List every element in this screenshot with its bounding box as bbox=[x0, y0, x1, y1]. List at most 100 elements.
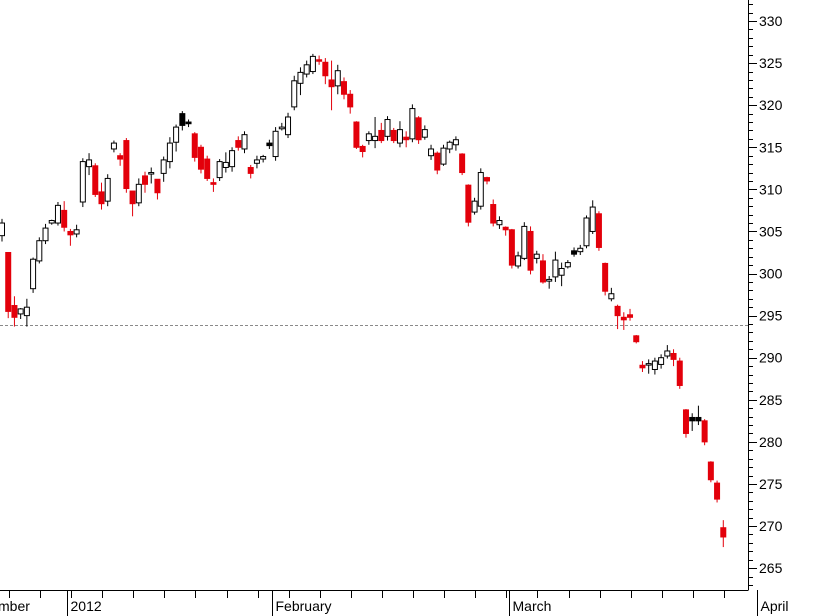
candle-body bbox=[117, 155, 124, 160]
candle-body bbox=[701, 420, 708, 443]
candle bbox=[340, 77, 347, 100]
candle bbox=[123, 138, 130, 193]
candle bbox=[595, 211, 602, 251]
candle bbox=[434, 151, 441, 175]
candle-body bbox=[378, 129, 385, 142]
candle bbox=[5, 251, 12, 319]
candle bbox=[583, 215, 590, 249]
candle-body bbox=[0, 222, 5, 237]
candle bbox=[372, 116, 379, 149]
candle-body bbox=[247, 166, 254, 174]
candle bbox=[210, 178, 217, 192]
candle bbox=[502, 226, 509, 236]
candle bbox=[148, 167, 155, 184]
y-tick-label: 295 bbox=[759, 308, 783, 324]
candle bbox=[328, 60, 335, 111]
candle bbox=[546, 276, 553, 289]
candle-body bbox=[403, 136, 410, 141]
candle-body bbox=[365, 133, 372, 142]
candle-body bbox=[123, 140, 130, 190]
candle-body bbox=[48, 220, 55, 224]
candle-body bbox=[372, 135, 379, 142]
candle bbox=[515, 251, 522, 269]
candle-body bbox=[291, 80, 298, 108]
candle bbox=[589, 200, 596, 234]
candle-body bbox=[577, 247, 584, 253]
candle-body bbox=[54, 204, 61, 224]
candle bbox=[459, 153, 466, 176]
candle-body bbox=[285, 116, 292, 136]
candle-body bbox=[689, 416, 696, 422]
candle-body bbox=[36, 240, 43, 262]
candle bbox=[695, 405, 702, 426]
candle bbox=[229, 147, 236, 172]
candle bbox=[415, 116, 422, 144]
candle bbox=[384, 116, 391, 141]
candle-body bbox=[415, 117, 422, 141]
candle-body bbox=[564, 262, 571, 268]
candle bbox=[142, 171, 149, 193]
candle bbox=[79, 158, 86, 208]
candle-body bbox=[266, 142, 273, 147]
candle-body bbox=[129, 190, 136, 205]
candle-body bbox=[73, 229, 80, 235]
candle bbox=[676, 357, 683, 389]
candle bbox=[98, 182, 105, 210]
candle bbox=[17, 308, 24, 319]
candle bbox=[571, 247, 578, 257]
candle-body bbox=[496, 220, 503, 226]
y-tick-label: 265 bbox=[759, 560, 783, 576]
candles bbox=[0, 53, 727, 548]
candle bbox=[359, 144, 366, 158]
y-tick-label: 305 bbox=[759, 223, 783, 239]
candle-body bbox=[459, 153, 466, 174]
candle-body bbox=[61, 209, 68, 228]
candle bbox=[365, 131, 372, 145]
candle-body bbox=[222, 161, 229, 168]
candle bbox=[378, 122, 385, 144]
candle bbox=[508, 228, 515, 269]
candle-body bbox=[328, 79, 335, 88]
candle bbox=[235, 136, 242, 151]
candle-body bbox=[160, 159, 167, 174]
candle-body bbox=[471, 200, 478, 213]
candle-body bbox=[546, 278, 553, 282]
candle-body bbox=[309, 55, 316, 73]
candle bbox=[160, 156, 167, 182]
candle-body bbox=[527, 230, 534, 271]
candle bbox=[577, 244, 584, 256]
candle bbox=[191, 132, 198, 162]
candle bbox=[0, 218, 5, 242]
y-tick-label: 290 bbox=[759, 350, 783, 366]
candle bbox=[608, 287, 615, 302]
candle-body bbox=[558, 267, 565, 276]
candle-body bbox=[67, 230, 74, 236]
candle bbox=[639, 361, 646, 373]
candle-body bbox=[602, 262, 609, 292]
candle-body bbox=[428, 148, 435, 157]
candle-body bbox=[477, 172, 484, 207]
candle-body bbox=[154, 178, 161, 194]
candle-body bbox=[272, 130, 279, 158]
candle bbox=[440, 144, 447, 166]
candle bbox=[421, 125, 428, 140]
candle-body bbox=[166, 142, 173, 163]
candle bbox=[539, 254, 546, 284]
candle bbox=[104, 174, 111, 207]
candle-body bbox=[11, 305, 18, 318]
candle-body bbox=[384, 119, 391, 137]
candle bbox=[30, 257, 37, 293]
y-tick-label: 285 bbox=[759, 392, 783, 408]
candle-body bbox=[260, 156, 267, 160]
candle bbox=[23, 298, 30, 327]
candle bbox=[701, 419, 708, 446]
candle bbox=[110, 140, 117, 153]
candle-body bbox=[589, 206, 596, 232]
candle bbox=[197, 144, 204, 174]
candle bbox=[42, 223, 49, 245]
candle bbox=[682, 409, 689, 438]
candle bbox=[477, 168, 484, 210]
candle-body bbox=[179, 113, 186, 126]
candle-body bbox=[303, 64, 310, 75]
candle-body bbox=[620, 316, 627, 321]
